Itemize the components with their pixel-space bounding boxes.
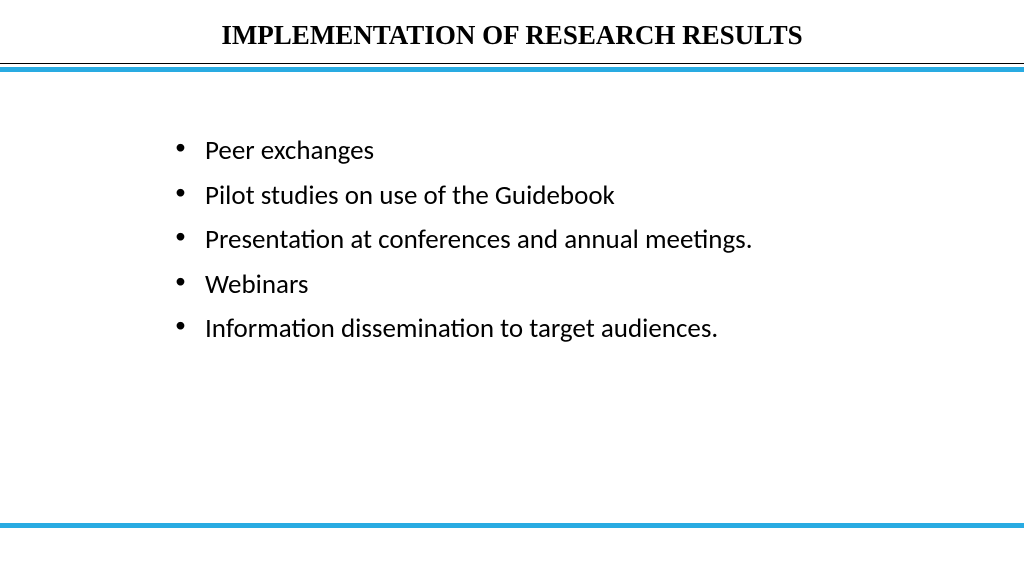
thick-accent-line [0,67,1024,72]
bullet-list: Peer exchanges Pilot studies on use of t… [0,69,1024,352]
list-item: Peer exchanges [175,129,1024,174]
slide-container: IMPLEMENTATION OF RESEARCH RESULTS Peer … [0,0,1024,576]
bottom-accent-line [0,523,1024,528]
top-divider [0,63,1024,69]
slide-title: IMPLEMENTATION OF RESEARCH RESULTS [0,0,1024,63]
list-item: Presentation at conferences and annual m… [175,218,1024,263]
thin-line [0,63,1024,64]
list-item: Information dissemination to target audi… [175,307,1024,352]
list-item: Pilot studies on use of the Guidebook [175,174,1024,219]
list-item: Webinars [175,263,1024,308]
